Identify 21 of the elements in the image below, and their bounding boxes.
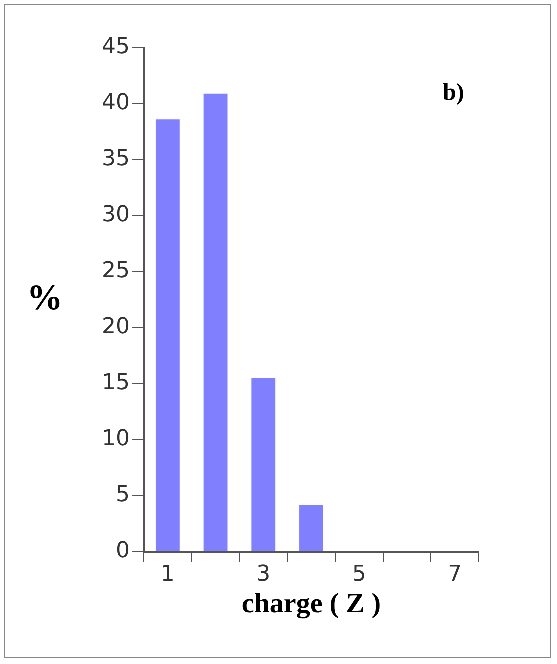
x-tick-label: 5 <box>352 562 366 587</box>
y-tick-label: 35 <box>102 146 130 172</box>
bar <box>300 504 324 552</box>
y-tick-label: 10 <box>102 426 130 452</box>
y-axis-title: % <box>27 277 63 318</box>
annotation: b) <box>443 80 464 106</box>
x-tick-label: 1 <box>160 562 175 587</box>
x-axis-title: charge ( Z ) <box>242 588 382 620</box>
y-tick-label: 5 <box>116 482 130 508</box>
bar <box>252 378 276 552</box>
y-tick-label: 40 <box>102 90 130 116</box>
bar <box>204 94 228 552</box>
y-tick-label: 45 <box>102 34 130 60</box>
y-tick-label: 15 <box>102 370 130 396</box>
y-tick-label: 30 <box>102 202 130 228</box>
y-tick-label: 20 <box>102 314 130 340</box>
y-tick-label: 25 <box>102 258 130 284</box>
y-tick-label: 0 <box>116 538 130 564</box>
bar <box>156 120 180 552</box>
x-tick-label: 3 <box>256 562 271 587</box>
x-tick-label: 7 <box>448 562 462 587</box>
